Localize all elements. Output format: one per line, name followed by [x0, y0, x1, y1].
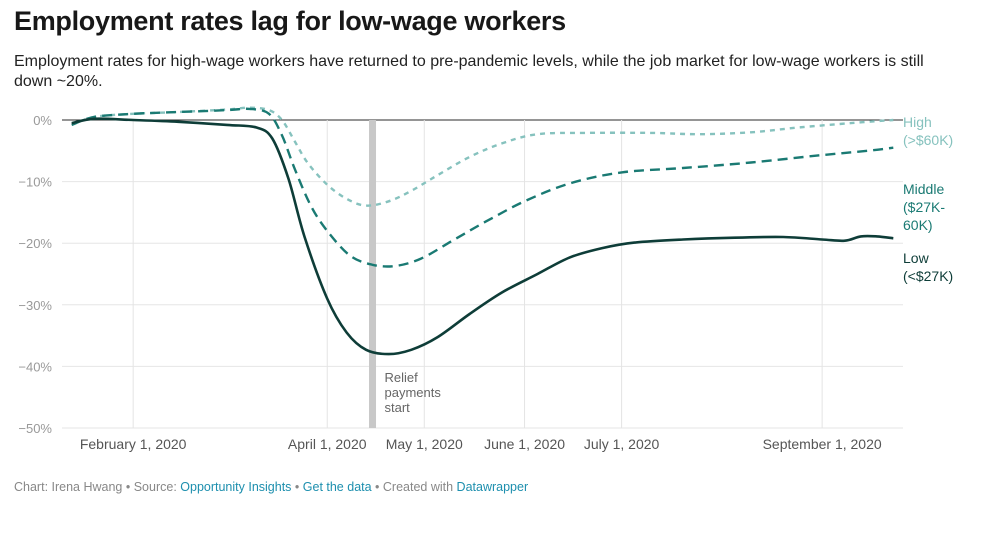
footer-sep-created: • Created with — [371, 480, 457, 494]
chart-title: Employment rates lag for low-wage worker… — [14, 6, 566, 36]
y-tick-label: 0% — [33, 113, 52, 128]
annotation-text: Relief — [385, 370, 419, 385]
annotation-text: payments — [385, 385, 442, 400]
series-label-high: (>$60K) — [903, 132, 953, 148]
chart-subtitle: Employment rates for high-wage workers h… — [14, 53, 924, 90]
y-tick-label: −20% — [18, 236, 52, 251]
series-line-low — [71, 117, 894, 356]
series-label-middle: ($27K- — [903, 199, 945, 215]
relief-payments-marker — [369, 120, 377, 428]
x-tick-label: July 1, 2020 — [584, 436, 660, 452]
footer-sep-source: • Source: — [122, 480, 181, 494]
y-tick-label: −30% — [18, 298, 52, 313]
y-tick-label: −40% — [18, 359, 52, 374]
series-label-middle: Middle — [903, 181, 944, 197]
get-data-link[interactable]: Get the data — [302, 480, 372, 494]
series-line-middle — [71, 107, 894, 268]
series-label-low: (<$27K) — [903, 268, 953, 284]
x-tick-label: February 1, 2020 — [80, 436, 187, 452]
series-label-high: High — [903, 114, 932, 130]
datawrapper-link[interactable]: Datawrapper — [456, 480, 529, 494]
y-tick-label: −10% — [18, 175, 52, 190]
source-link[interactable]: Opportunity Insights — [180, 480, 292, 494]
series-label-low: Low — [903, 250, 930, 266]
x-tick-label: September 1, 2020 — [763, 436, 882, 452]
y-tick-label: −50% — [18, 421, 52, 436]
chart-footer: Chart: Irena Hwang • Source: Opportunity… — [14, 480, 528, 494]
x-tick-label: May 1, 2020 — [386, 436, 463, 452]
footer-sep: • — [291, 480, 303, 494]
footer-author: Chart: Irena Hwang — [14, 480, 123, 494]
annotation-text: start — [385, 400, 411, 415]
series-label-middle: 60K) — [903, 217, 933, 233]
x-tick-label: April 1, 2020 — [288, 436, 367, 452]
x-tick-label: June 1, 2020 — [484, 436, 565, 452]
line-chart: 0% −10% −20% −30% −40% −50% February 1, 2020 Ap… — [18, 106, 953, 452]
